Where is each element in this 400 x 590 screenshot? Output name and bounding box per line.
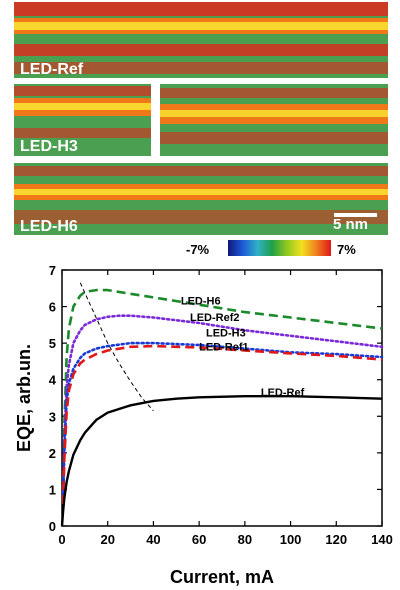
x-tick-label: 140 bbox=[371, 532, 393, 547]
series-line-led-ref1 bbox=[61, 344, 383, 505]
x-tick-label: 100 bbox=[280, 532, 302, 547]
y-tick-label: 4 bbox=[49, 373, 57, 388]
y-tick-label: 7 bbox=[49, 263, 56, 278]
series-label-led-ref1: LED-Ref1 bbox=[199, 341, 249, 353]
x-tick-label: 40 bbox=[146, 532, 160, 547]
series-label-led-ref: LED-Ref bbox=[261, 387, 305, 399]
map-band bbox=[14, 128, 151, 138]
colorbar-gradient bbox=[228, 240, 331, 256]
map-band bbox=[160, 88, 388, 98]
eqe-chart: 0 1 2 3 4 5 6 7 0 20 40 60 80 100 120 140 LED-H6 LED-Re… bbox=[14, 263, 393, 587]
trend-line bbox=[79, 282, 154, 412]
x-tick-label: 60 bbox=[192, 532, 206, 547]
x-tick-label: 120 bbox=[325, 532, 347, 547]
y-tick-label: 3 bbox=[49, 409, 56, 424]
colorbar: -7% 7% bbox=[186, 240, 356, 257]
series-lines bbox=[60, 282, 384, 527]
y-tick-label: 6 bbox=[49, 300, 56, 315]
strain-map-stripes bbox=[14, 2, 388, 224]
panel-label-led-h6: LED-H6 bbox=[20, 218, 78, 235]
panel-label-led-h3: LED-H3 bbox=[20, 138, 78, 155]
y-tick-label: 5 bbox=[49, 336, 56, 351]
map-band bbox=[14, 103, 151, 110]
y-axis-label: EQE, arb.un. bbox=[14, 344, 34, 452]
scale-bar-label: 5 nm bbox=[333, 216, 368, 233]
x-axis-label: Current, mA bbox=[170, 567, 274, 587]
series-line-led-ref bbox=[60, 395, 383, 527]
strain-maps: LED-Ref LED-H3 LED-H6 5 nm bbox=[14, 2, 388, 235]
y-tick-label: 0 bbox=[49, 519, 56, 534]
map-band bbox=[14, 210, 388, 224]
x-axis-ticks: 0 20 40 60 80 100 120 140 bbox=[58, 270, 393, 547]
y-tick-label: 2 bbox=[49, 446, 56, 461]
x-tick-label: 0 bbox=[58, 532, 65, 547]
map-band bbox=[14, 22, 388, 30]
map-band bbox=[160, 110, 388, 117]
series-label-led-h6: LED-H6 bbox=[181, 296, 221, 308]
map-band bbox=[14, 2, 388, 16]
series-line-led-ref2 bbox=[61, 314, 384, 499]
scale-bar bbox=[334, 213, 377, 217]
series-label-led-h3: LED-H3 bbox=[206, 328, 246, 340]
y-tick-label: 1 bbox=[49, 482, 56, 497]
panel-label-led-ref: LED-Ref bbox=[20, 61, 84, 78]
map-band bbox=[14, 189, 388, 195]
colorbar-min-label: -7% bbox=[186, 242, 210, 257]
map-band bbox=[14, 166, 388, 176]
colorbar-max-label: 7% bbox=[337, 242, 356, 257]
map-band bbox=[14, 44, 388, 56]
map-band bbox=[14, 62, 388, 74]
map-band bbox=[160, 132, 388, 144]
x-tick-label: 20 bbox=[100, 532, 114, 547]
series-label-led-ref2: LED-Ref2 bbox=[190, 312, 240, 324]
map-band bbox=[14, 86, 151, 96]
series-line-led-h3 bbox=[61, 341, 384, 502]
x-tick-label: 80 bbox=[238, 532, 252, 547]
